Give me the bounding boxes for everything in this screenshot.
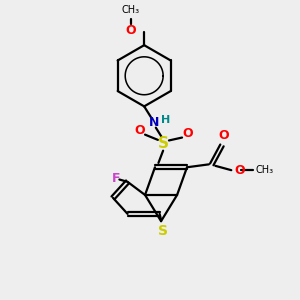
Text: F: F [112, 172, 121, 185]
Text: O: O [183, 127, 193, 140]
Text: O: O [126, 23, 136, 37]
Text: H: H [161, 115, 170, 125]
Text: CH₃: CH₃ [122, 4, 140, 15]
Text: O: O [218, 129, 229, 142]
Text: CH₃: CH₃ [256, 165, 274, 175]
Text: O: O [235, 164, 245, 177]
Text: S: S [158, 224, 167, 238]
Text: O: O [134, 124, 145, 137]
Text: N: N [149, 116, 160, 129]
Text: S: S [158, 136, 169, 151]
